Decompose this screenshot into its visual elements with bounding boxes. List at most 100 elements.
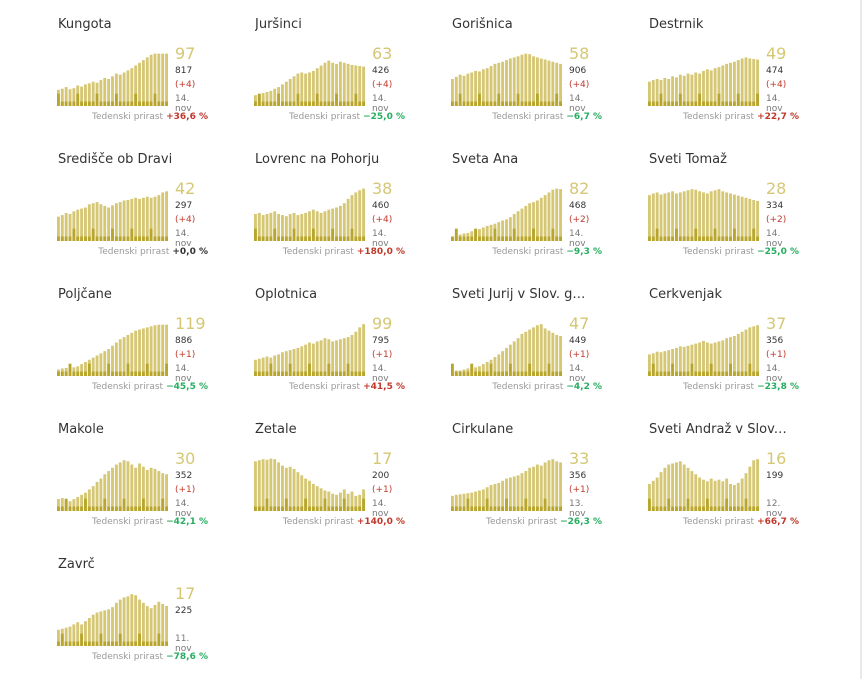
bar-new-cases <box>273 228 277 241</box>
bar-new-cases <box>752 228 756 241</box>
bar-new-cases <box>327 101 331 106</box>
bar-new-cases <box>678 236 682 241</box>
daily-delta: (+1) <box>569 485 590 495</box>
bar-new-cases <box>95 236 99 241</box>
bar <box>114 602 118 646</box>
bar-new-cases <box>122 371 126 376</box>
bar-new-cases <box>72 101 76 106</box>
bar-new-cases <box>346 236 350 241</box>
bar <box>705 69 709 106</box>
bar-new-cases <box>454 228 458 241</box>
bar-new-cases <box>126 641 130 646</box>
municipality-card[interactable]: Juršinci 63 426 (+4) 14. nov Tedenski prirast… <box>197 0 405 130</box>
weekly-growth-value: −26,3 % <box>560 517 602 527</box>
bar-new-cases <box>655 506 659 511</box>
bar-new-cases <box>705 101 709 106</box>
bar-new-cases <box>648 498 651 511</box>
bar-new-cases <box>671 363 675 376</box>
municipality-card[interactable]: Sveta Ana 82 468 (+2) 14. nov Tedenski priras… <box>394 135 602 265</box>
bar <box>315 68 319 106</box>
municipality-card[interactable]: Oplotnica 99 795 (+1) 14. nov Tedenski priras… <box>197 270 405 400</box>
municipality-card[interactable]: Sveti Tomaž 28 334 (+2) 14. nov Tedenski prir… <box>591 135 799 265</box>
municipality-card[interactable]: Cerkvenjak 37 356 (+1) 14. nov Tedenski prira… <box>591 270 799 400</box>
bar-new-cases <box>311 228 315 241</box>
bar <box>508 477 512 511</box>
bar <box>729 193 732 241</box>
bar-chart-svg <box>648 459 759 511</box>
active-cases: 63 <box>372 44 393 63</box>
bar-new-cases <box>667 371 671 376</box>
municipality-card[interactable]: Makole 30 352 (+1) 14. nov Tedenski prirast −4… <box>0 405 208 535</box>
bar-new-cases <box>304 498 308 511</box>
bar <box>686 190 690 241</box>
bar-new-cases <box>559 236 562 241</box>
weekly-growth-value: +36,6 % <box>166 112 208 122</box>
bar-chart <box>254 320 366 376</box>
bar <box>107 471 111 511</box>
bar <box>76 496 80 511</box>
bar <box>354 192 358 241</box>
bar-new-cases <box>462 371 466 376</box>
bar <box>288 214 292 241</box>
bar-chart-svg <box>254 324 365 376</box>
bar-new-cases <box>358 236 362 241</box>
bar-new-cases <box>300 371 304 376</box>
bar-new-cases <box>288 506 292 511</box>
bar-new-cases <box>300 101 304 106</box>
bar-new-cases <box>319 506 323 511</box>
bar <box>130 68 134 106</box>
bar-new-cases <box>165 506 168 511</box>
bar <box>122 597 126 646</box>
municipality-card[interactable]: Sveti Jurij v Slov. go... 47 449 (+1) 14. no… <box>394 270 602 400</box>
bar <box>80 86 84 106</box>
bar-new-cases <box>655 101 659 106</box>
bar-new-cases <box>694 228 698 241</box>
bar-new-cases <box>671 236 675 241</box>
bar-chart-svg <box>451 324 562 376</box>
bar-new-cases <box>76 641 80 646</box>
bar-new-cases <box>358 371 362 376</box>
bar-new-cases <box>331 101 335 106</box>
bar-new-cases <box>254 506 257 511</box>
bar-new-cases <box>308 363 311 376</box>
bar-new-cases <box>682 101 686 106</box>
bar-chart <box>254 50 366 106</box>
bar <box>524 331 528 376</box>
municipality-card[interactable]: Poljčane 119 886 (+1) 14. nov Tedenski priras… <box>0 270 208 400</box>
bar-new-cases <box>354 371 358 376</box>
bar <box>748 58 752 106</box>
bar <box>311 484 315 511</box>
bar-new-cases <box>756 371 759 376</box>
bar <box>489 224 493 241</box>
total-cases: 199 <box>766 471 784 481</box>
bar-new-cases <box>107 363 111 376</box>
bar <box>709 478 713 511</box>
bar <box>161 473 165 511</box>
bar <box>547 460 551 511</box>
active-cases: 38 <box>372 179 393 198</box>
bar-new-cases <box>547 101 551 106</box>
municipality-card[interactable]: Cirkulane 33 356 (+1) 13. nov Tedenski priras… <box>394 405 602 535</box>
municipality-name: Cerkvenjak <box>649 287 722 302</box>
bar <box>725 192 729 241</box>
municipality-card[interactable]: Žetale 17 200 (+1) 14. nov Tedenski prirast +1… <box>197 405 405 535</box>
municipality-card[interactable]: Kungota 97 817 (+4) 14. nov Tedenski prirast +… <box>0 0 208 130</box>
municipality-card[interactable]: Gorišnica 58 906 (+4) 14. nov Tedenski priras… <box>394 0 602 130</box>
municipality-card[interactable]: Sveti Andraž v Slov.... 16 199 12. nov Teden… <box>591 405 799 535</box>
bar-new-cases <box>732 506 736 511</box>
municipality-card[interactable]: Zavrč 17 225 11. nov Tedenski prirast −78,6 % <box>0 540 208 670</box>
bar <box>497 354 501 376</box>
bar <box>304 344 308 376</box>
bar <box>678 346 682 376</box>
last-date: 13. nov <box>569 499 586 519</box>
municipality-card[interactable]: Središče ob Dravi 42 297 (+4) 14. nov Tedensk… <box>0 135 208 265</box>
bar-new-cases <box>327 236 331 241</box>
bar-new-cases <box>122 236 126 241</box>
bar <box>539 465 543 511</box>
bar-new-cases <box>315 93 319 106</box>
daily-delta: (+4) <box>372 80 393 90</box>
active-cases: 42 <box>175 179 196 198</box>
municipality-card[interactable]: Destrnik 49 474 (+4) 14. nov Tedenski prirast… <box>591 0 799 130</box>
municipality-card[interactable]: Lovrenc na Pohorju 38 460 (+4) 14. nov Tedens… <box>197 135 405 265</box>
bar <box>462 493 466 511</box>
